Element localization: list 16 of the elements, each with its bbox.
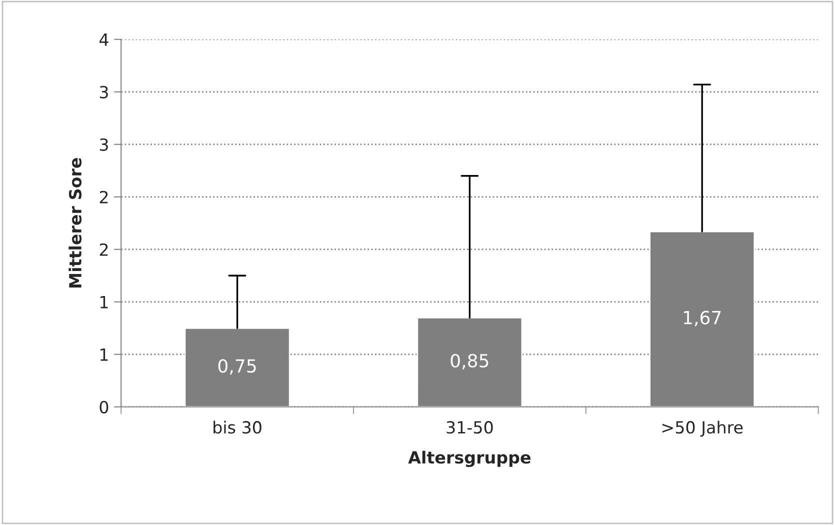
x-tick-label: 31-50 bbox=[446, 421, 493, 434]
x-tick-label: bis 30 bbox=[214, 420, 262, 434]
y-tick-label: 1 bbox=[100, 348, 108, 361]
y-tick-label: 3 bbox=[100, 86, 108, 98]
y-tick-label: 2 bbox=[100, 243, 108, 256]
y-tick-label: 1 bbox=[100, 296, 108, 308]
y-tick-label: 2 bbox=[100, 190, 108, 204]
y-tick-label: 0 bbox=[100, 400, 108, 414]
data-label: 0,85 bbox=[450, 354, 488, 370]
data-label: 1,67 bbox=[684, 310, 721, 326]
data-label: 0,75 bbox=[218, 359, 256, 375]
y-tick-label: 3 bbox=[100, 138, 108, 151]
x-tick-label: >50 Jahre bbox=[662, 420, 743, 437]
x-axis-title: Altersgruppe bbox=[408, 450, 530, 468]
y-tick-label: 4 bbox=[99, 34, 108, 46]
y-axis-title: Mittlerer Sore bbox=[68, 158, 82, 288]
